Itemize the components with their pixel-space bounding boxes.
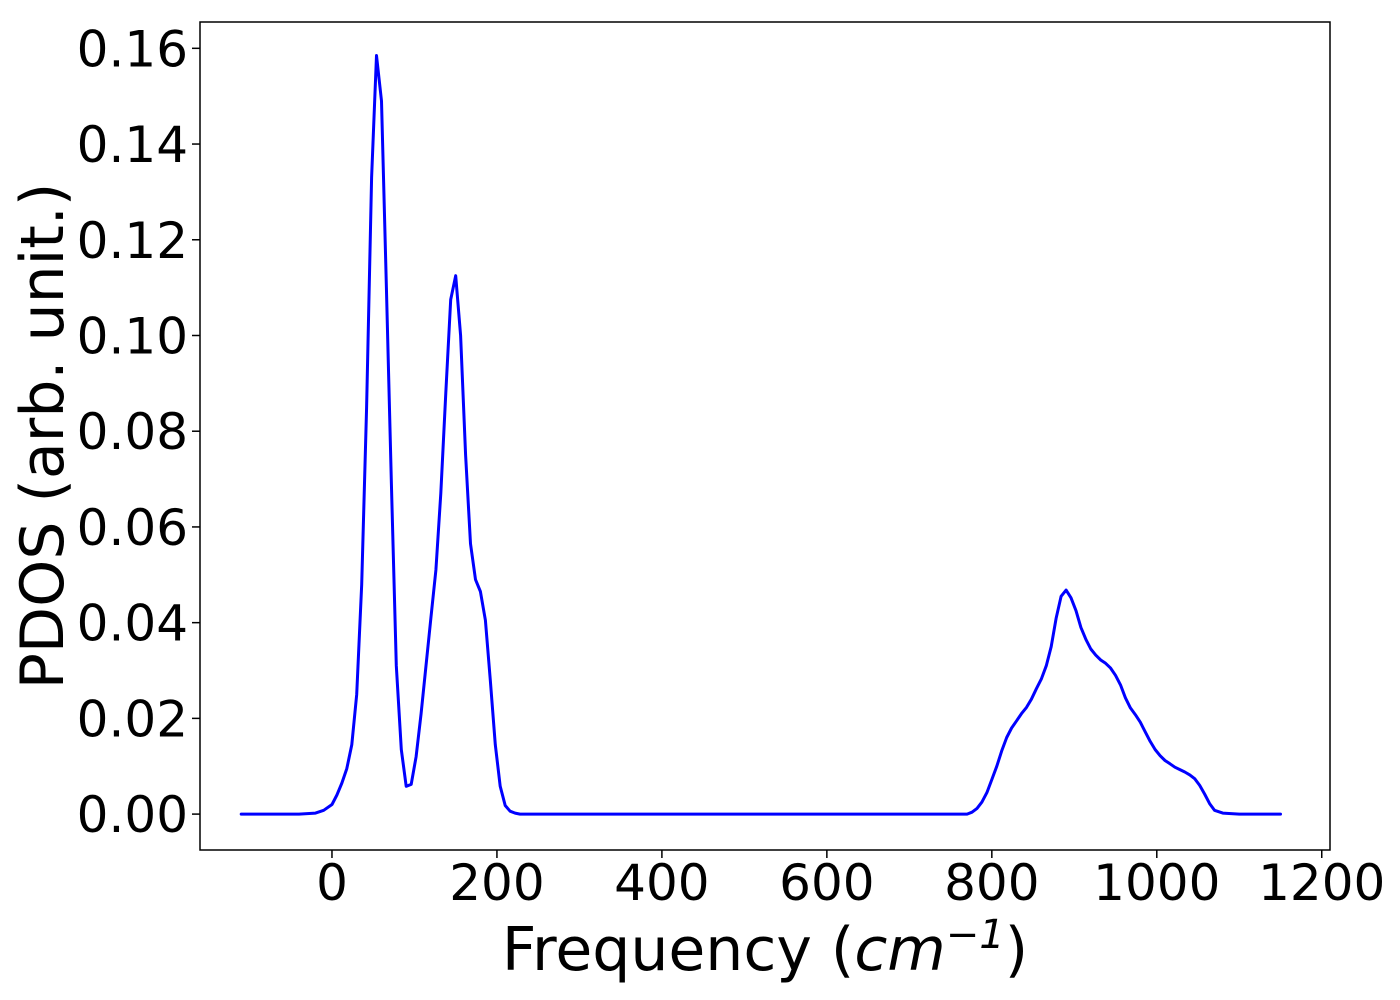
y-tick-label: 0.12 [77, 212, 188, 270]
y-tick-label: 0.08 [77, 403, 188, 461]
y-axis-label: PDOS (arb. unit.) [8, 183, 78, 690]
y-tick-label: 0.06 [77, 499, 188, 557]
y-tick-label: 0.00 [77, 786, 188, 844]
x-tick-label: 600 [779, 854, 874, 912]
x-tick-label: 1200 [1258, 854, 1385, 912]
x-axis-ticks: 0 200 400 600 800 1000 1200 [316, 850, 1385, 912]
plot-frame [199, 21, 1331, 851]
x-tick-label: 800 [944, 854, 1039, 912]
y-tick-label: 0.04 [77, 595, 188, 653]
x-tick-label: 1000 [1093, 854, 1220, 912]
x-tick-label: 0 [316, 854, 348, 912]
x-tick-label: 200 [449, 854, 544, 912]
y-axis-ticks: 0.00 0.02 0.04 0.06 0.08 0.10 0.12 0.14 0.16 [77, 20, 200, 844]
x-axis-label: Frequency (cm−1) [502, 912, 1028, 985]
x-tick-label: 400 [614, 854, 709, 912]
y-tick-label: 0.02 [77, 690, 188, 748]
y-tick-label: 0.16 [77, 20, 188, 78]
pdos-series-line [239, 54, 1282, 816]
y-tick-label: 0.14 [77, 116, 188, 174]
y-tick-label: 0.10 [77, 307, 188, 365]
